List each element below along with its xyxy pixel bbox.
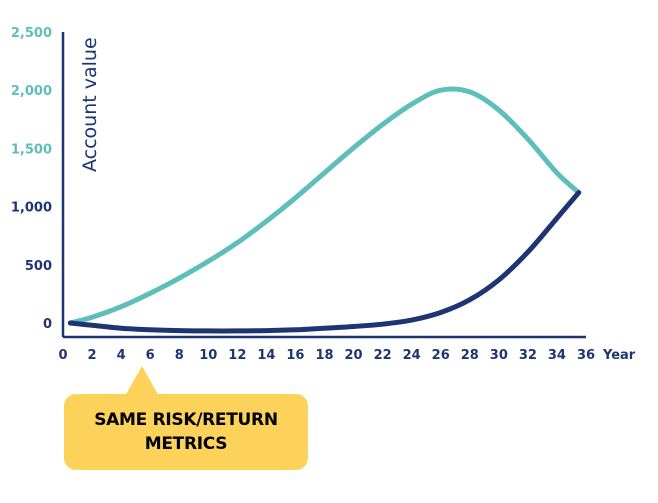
x-tick-label: 4 bbox=[117, 348, 126, 363]
x-tick-label: 16 bbox=[286, 348, 304, 363]
y-tick-label: 2,000 bbox=[11, 84, 52, 99]
y-tick-label: 1,000 bbox=[11, 201, 52, 216]
x-tick-label: 14 bbox=[257, 348, 275, 363]
x-tick-label: 12 bbox=[228, 348, 246, 363]
callout-pointer bbox=[124, 366, 160, 398]
x-tick-labels: 0 2 4 6 8 10 12 14 16 18 20 22 24 26 28 30 32 34 36 bbox=[58, 348, 595, 363]
x-tick-label: 0 bbox=[58, 348, 67, 363]
x-tick-label: 32 bbox=[519, 348, 537, 363]
x-axis-label: Year bbox=[602, 348, 636, 363]
callout-box: SAME RISK/RETURN METRICS bbox=[64, 394, 308, 470]
x-tick-label: 6 bbox=[146, 348, 155, 363]
series-line-teal bbox=[67, 86, 582, 326]
x-tick-label: 8 bbox=[175, 348, 184, 363]
y-tick-label: 2,500 bbox=[11, 26, 52, 41]
x-tick-label: 26 bbox=[432, 348, 450, 363]
y-tick-labels: 0 500 1,000 1,500 2,000 2,500 bbox=[11, 26, 52, 332]
y-tick-label: 1,500 bbox=[11, 142, 52, 157]
y-tick-label: 500 bbox=[25, 259, 52, 274]
axes bbox=[61, 32, 586, 339]
x-tick-label: 34 bbox=[548, 348, 566, 363]
x-tick-label: 36 bbox=[577, 348, 595, 363]
x-tick-label: 28 bbox=[461, 348, 479, 363]
x-tick-label: 30 bbox=[490, 348, 508, 363]
callout-line-2: METRICS bbox=[144, 434, 228, 454]
x-tick-label: 24 bbox=[403, 348, 421, 363]
x-tick-label: 10 bbox=[199, 348, 217, 363]
x-tick-label: 22 bbox=[374, 348, 392, 363]
x-tick-label: 2 bbox=[88, 348, 97, 363]
series bbox=[67, 86, 582, 334]
y-axis-label: Account value bbox=[79, 37, 101, 172]
y-tick-label: 0 bbox=[43, 317, 52, 332]
series-line-navy bbox=[67, 190, 582, 334]
callout-line-1: SAME RISK/RETURN bbox=[94, 410, 278, 430]
x-tick-label: 18 bbox=[315, 348, 333, 363]
x-tick-label: 20 bbox=[345, 348, 363, 363]
